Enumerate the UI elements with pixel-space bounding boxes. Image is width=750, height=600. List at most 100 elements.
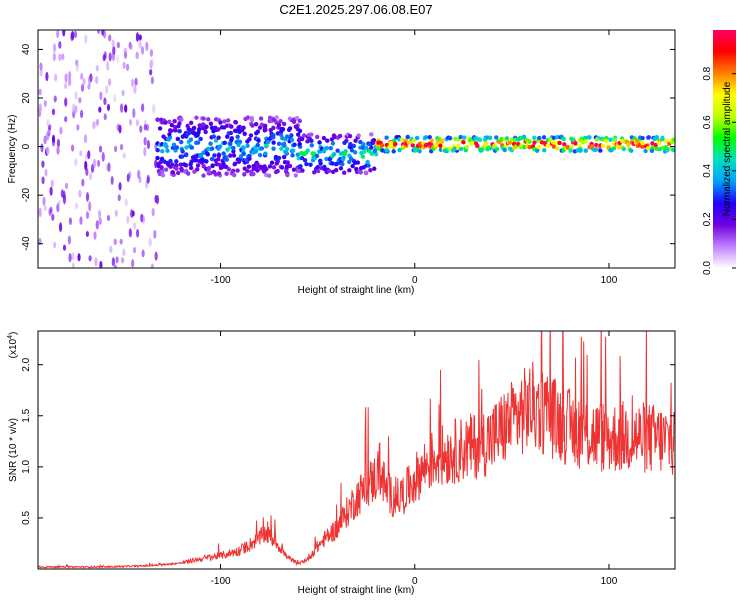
spectrogram-cell [502, 147, 507, 153]
spectrogram-cell [447, 146, 452, 151]
spectrogram-cell [73, 30, 78, 39]
spectrogram-cell [583, 139, 589, 144]
spectrogram-cell [95, 118, 100, 126]
spectrogram-cell [397, 147, 402, 153]
spectrogram-cell [141, 215, 146, 224]
spectrogram-cell [154, 251, 158, 261]
colorbar-tick-label: 0.2 [702, 212, 713, 226]
spectrogram-cell [154, 194, 158, 204]
spectrogram-cell [611, 146, 617, 151]
spectrogram-cell [111, 39, 115, 48]
spectrogram-cell [321, 149, 327, 154]
spectrogram-cell [113, 94, 117, 103]
spectrogram-cell [141, 249, 145, 258]
spectrogram-cell [216, 171, 222, 176]
spectrogram-cell [77, 253, 81, 262]
spectrogram-cell [157, 126, 163, 131]
spectrogram-cell [180, 149, 185, 154]
spectrogram-cell [391, 149, 396, 154]
spectrogram-cell [616, 145, 622, 150]
spectrogram-cell [107, 162, 111, 172]
spectrogram-cell [565, 144, 570, 150]
spectrogram-cell [664, 138, 669, 143]
spectrogram-cell [334, 161, 339, 167]
spectrogram-cell [233, 120, 239, 125]
spectrogram-cell [115, 256, 119, 264]
spectrogram-cell [324, 156, 329, 162]
spectrogram-cell [626, 142, 631, 148]
spectrogram-cell [278, 119, 283, 124]
spectrogram-cell [360, 154, 366, 159]
spectrogram-cell [96, 159, 101, 167]
spectrogram-cell [75, 62, 79, 72]
spectrogram-cell [231, 153, 237, 158]
spectrogram-cell [629, 148, 634, 153]
spectrogram-cell [174, 145, 180, 150]
spectrogram-cell [256, 138, 261, 143]
snr-x-label: Height of straight line (km) [298, 585, 415, 596]
spectrogram-cell [603, 138, 609, 144]
spectrogram-cell [119, 238, 123, 245]
spectrogram-cell [314, 153, 320, 159]
spectrogram-cell [52, 52, 56, 62]
spectrogram-cell [116, 41, 120, 49]
spectrogram-cell [160, 148, 165, 154]
spectrogram-cell [208, 141, 213, 146]
y-tick-label: 40 [21, 43, 32, 55]
spectrogram-y-ticks: -40 -20 0 20 40 [21, 43, 675, 251]
spectrogram-cell [250, 123, 255, 128]
spectrogram-cell [309, 138, 314, 144]
spectrogram-cell [188, 120, 194, 126]
spectrogram-cell [195, 167, 200, 172]
spectrogram-cell [61, 53, 65, 61]
spectrogram-y-label: Frequency (Hz) [7, 115, 18, 184]
spectrogram-cell [80, 73, 84, 80]
spectrogram-cell [68, 253, 72, 263]
spectrogram-cell [103, 51, 107, 60]
spectrogram-cell [287, 116, 293, 121]
spectrogram-cell [269, 160, 275, 165]
spectrogram-cell [541, 135, 547, 140]
spectrogram-cell [598, 148, 603, 153]
spectrogram-cell [304, 161, 309, 167]
spectrogram-cell [191, 125, 197, 131]
spectrogram-cell [333, 167, 339, 173]
spectrogram-cell [119, 143, 124, 151]
spectrogram-cell [132, 108, 136, 119]
spectrogram-cell [169, 122, 175, 128]
spectrogram-cell [97, 209, 102, 219]
spectrogram-cell [263, 127, 268, 133]
spectrogram-cell [284, 150, 289, 155]
spectrogram-cell [561, 136, 567, 142]
spectrogram-cell [225, 134, 230, 139]
spectrogram-cell [646, 135, 651, 140]
spectrogram-cell [53, 95, 57, 103]
spectrogram-cell [317, 140, 322, 145]
spectrogram-cell [81, 178, 85, 187]
spectrogram-cell [236, 142, 241, 148]
spectrogram-cell [62, 30, 66, 37]
spectrogram-cell [54, 73, 58, 82]
spectrogram-cell [185, 123, 190, 129]
spectrogram-cell [68, 77, 72, 87]
spectrogram-cell [45, 71, 49, 82]
spectrogram-cell [216, 135, 221, 140]
spectrogram-cell [162, 142, 168, 147]
spectrogram-cell [201, 173, 206, 178]
spectrogram-cell [181, 162, 187, 167]
spectrogram-cell [52, 43, 57, 53]
spectrogram-cell [83, 134, 88, 144]
spectrogram-cell [263, 151, 268, 156]
spectrogram-cell [59, 126, 63, 135]
spectrogram-cell [536, 144, 542, 150]
spectrogram-cell [188, 162, 193, 167]
spectrogram-cell [57, 200, 61, 207]
spectrogram-cell [128, 119, 133, 126]
spectrogram-cell [461, 140, 466, 145]
spectrogram-cell [85, 231, 89, 238]
y-tick-label: 1.5 [21, 408, 32, 422]
spectrogram-cell [388, 140, 394, 146]
spectrogram-cell [285, 160, 290, 165]
spectrogram-cell [152, 104, 156, 114]
spectrogram-cell [245, 143, 250, 149]
